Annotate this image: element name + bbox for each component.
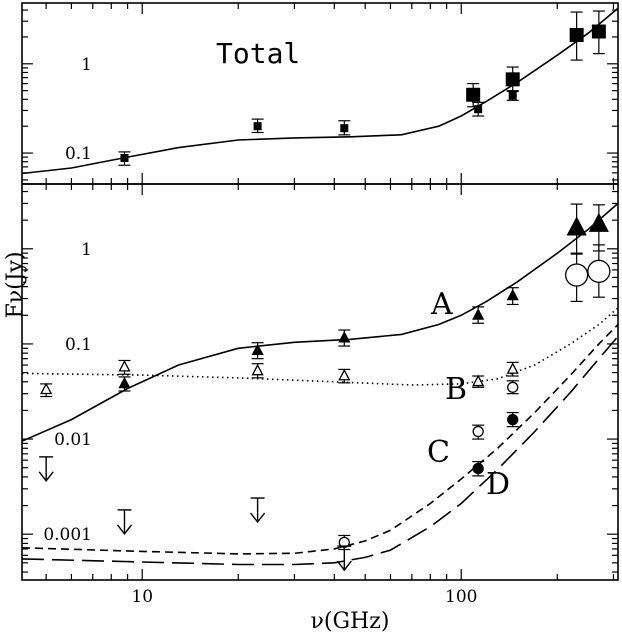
series-b-data-point <box>251 363 264 376</box>
series-a-data-point <box>566 216 587 236</box>
ticks-layer: 10 100 0.1 1 0.001 0.01 0.1 1 <box>22 3 618 607</box>
series-b-curve <box>21 307 619 386</box>
total-data-point <box>508 91 517 100</box>
series-d-data-point <box>472 462 484 475</box>
series-a-data-point <box>588 212 609 232</box>
bottom-y-tick-label: 0.001 <box>43 525 92 545</box>
series-a-data-point <box>118 376 131 389</box>
series-label-b: B <box>445 372 467 407</box>
series-a-data-point <box>338 331 351 343</box>
upper-limit-arrowhead <box>38 471 54 483</box>
x-axis-label: ν(GHz) <box>311 609 390 634</box>
series-label-c: C <box>427 435 450 470</box>
top-panel-title: Total <box>216 37 300 70</box>
total-data-point <box>505 72 520 87</box>
frames-layer <box>21 2 619 581</box>
series-c-data-point <box>587 259 611 283</box>
bot-panel-frame <box>21 183 619 581</box>
series-b-data-point <box>506 362 519 374</box>
total-data-point <box>253 122 262 131</box>
series-c-data-point <box>472 425 484 438</box>
upper-limit-arrowhead <box>250 512 266 524</box>
total-model-curve <box>21 7 619 175</box>
series-b-data-point <box>40 382 53 395</box>
series-d-data-point <box>507 413 519 426</box>
series-label-a: A <box>430 287 453 322</box>
total-data-point <box>569 28 584 43</box>
y-axis-label: Fν(Jy) <box>3 251 28 318</box>
series-b-data-point <box>338 368 351 381</box>
bottom-y-tick-label: 1 <box>81 240 92 260</box>
total-data-point <box>340 124 349 133</box>
x-tick-label: 100 <box>445 587 477 607</box>
total-data-point <box>120 154 129 163</box>
total-data-point <box>466 87 481 102</box>
series-c-data-point <box>507 381 519 393</box>
series-a-data-point <box>472 308 485 320</box>
series-b-data-point <box>472 374 485 387</box>
upper-limit-arrowhead <box>116 524 133 536</box>
series-a-data-point <box>506 288 519 301</box>
top-y-tick-label: 0.1 <box>65 144 92 164</box>
total-data-point <box>474 105 483 114</box>
labels-layer: Total A B C D ν(GHz) Fν(Jy) <box>3 37 510 634</box>
series-a-data-point <box>251 343 264 356</box>
series-c-data-point <box>564 263 589 287</box>
top-y-tick-label: 1 <box>81 55 92 75</box>
bottom-y-tick-label: 0.1 <box>65 335 92 355</box>
series-a-curve <box>21 202 619 442</box>
series-d-curve <box>21 335 619 566</box>
series-label-d: D <box>486 467 510 502</box>
upper-limit-arrowhead <box>336 560 352 572</box>
series-b-data-point <box>118 360 131 372</box>
marks-layer <box>38 10 611 572</box>
curves-layer <box>21 7 619 566</box>
series-c-curve <box>21 323 619 555</box>
total-data-point <box>591 24 606 39</box>
bottom-y-tick-label: 0.01 <box>54 430 92 450</box>
top-panel-frame <box>21 2 619 185</box>
x-tick-label: 10 <box>131 587 153 607</box>
